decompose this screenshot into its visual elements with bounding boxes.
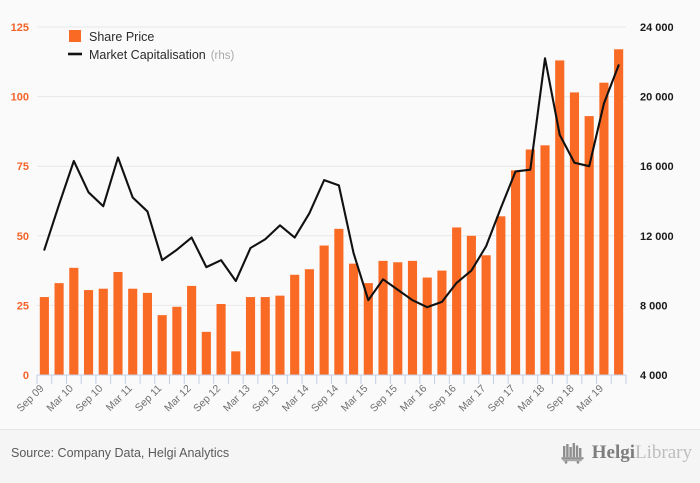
bar-share-price xyxy=(363,283,373,375)
bar-share-price xyxy=(172,306,182,375)
bar-share-price xyxy=(466,235,476,375)
x-axis-tick-label: Mar 16 xyxy=(398,383,430,415)
legend-label-share-price: Share Price xyxy=(89,30,154,44)
logo-word-library: Library xyxy=(635,442,692,463)
y-axis-right-tick: 4 000 xyxy=(640,370,668,382)
x-axis-tick-label: Mar 12 xyxy=(162,383,194,415)
y-axis-right-tick: 24 000 xyxy=(640,22,674,34)
bar-share-price xyxy=(142,292,152,375)
legend-label-market-cap-rhs: (rhs) xyxy=(211,50,235,62)
bar-share-price xyxy=(128,288,138,375)
bar-share-price xyxy=(555,60,565,375)
x-axis-tick-label: Sep 12 xyxy=(191,383,223,415)
y-axis-right-tick: 12 000 xyxy=(640,231,674,243)
x-axis-tick-label: Sep 11 xyxy=(133,383,165,415)
x-axis-tick-label: Mar 11 xyxy=(104,383,135,414)
logo-wordmark: HelgiLibrary xyxy=(592,442,692,464)
y-axis-left-tick: 25 xyxy=(17,300,29,312)
bar-share-price xyxy=(69,267,79,375)
bar-share-price xyxy=(540,145,550,375)
bar-share-price xyxy=(275,295,285,375)
bar-share-price xyxy=(187,285,197,375)
bar-share-price xyxy=(39,297,49,375)
bar-share-price xyxy=(113,271,123,375)
x-axis-tick-label: Mar 10 xyxy=(44,383,76,415)
bar-share-price xyxy=(304,269,314,375)
bar-share-price xyxy=(525,149,535,375)
y-axis-right-tick: 8 000 xyxy=(640,300,668,312)
bar-share-price xyxy=(231,351,241,375)
x-axis-tick-label: Sep 09 xyxy=(14,383,46,415)
bar-share-price xyxy=(422,277,432,375)
x-axis-tick-label: Sep 16 xyxy=(427,383,459,415)
bar-share-price xyxy=(245,297,256,375)
y-axis-left-tick: 75 xyxy=(17,161,29,173)
bar-share-price xyxy=(54,283,64,375)
bar-share-price xyxy=(98,288,108,375)
x-axis-tick-label: Sep 13 xyxy=(250,383,282,415)
bar-share-price xyxy=(437,270,447,375)
library-books-icon xyxy=(561,443,584,464)
bar-share-price xyxy=(201,331,211,375)
x-axis-tick-label: Sep 17 xyxy=(486,383,518,415)
bar-share-price xyxy=(378,260,388,375)
x-axis-tick-label: Mar 17 xyxy=(457,383,489,415)
bar-share-price xyxy=(319,245,329,375)
y-axis-right-tick: 20 000 xyxy=(640,92,674,104)
x-axis-tick-label: Sep 18 xyxy=(545,383,577,415)
bar-share-price xyxy=(452,227,462,375)
source-note: Source: Company Data, Helgi Analytics xyxy=(11,446,230,460)
bar-share-price xyxy=(157,315,167,375)
bar-share-price xyxy=(260,297,270,375)
line-market-capitalisation xyxy=(43,57,620,309)
bar-share-price xyxy=(334,228,344,375)
y-axis-right-tick: 16 000 xyxy=(640,161,674,173)
bar-share-price xyxy=(496,216,506,375)
bar-share-price xyxy=(599,82,609,376)
y-axis-left-tick: 125 xyxy=(11,22,29,34)
x-axis-tick-label: Mar 18 xyxy=(516,383,548,415)
x-axis-tick-label: Mar 19 xyxy=(574,383,606,415)
helgi-library-logo: HelgiLibrary xyxy=(561,442,692,464)
bar-share-price xyxy=(614,49,624,376)
plot-background xyxy=(37,17,626,375)
bar-share-price xyxy=(83,290,94,375)
x-axis-tick-label: Mar 15 xyxy=(339,383,371,415)
bar-share-price xyxy=(511,170,521,375)
bar-share-price xyxy=(290,274,300,375)
bar-share-price xyxy=(216,304,226,375)
bar-share-price xyxy=(393,262,403,375)
logo-word-helgi: Helgi xyxy=(591,442,636,463)
x-axis-tick-label: Sep 10 xyxy=(73,383,105,415)
bar-share-price xyxy=(584,116,594,375)
y-axis-left-tick: 0 xyxy=(23,370,29,382)
bar-share-price xyxy=(481,255,491,375)
x-axis-tick-label: Mar 13 xyxy=(221,383,253,415)
chart-footer: Source: Company Data, Helgi Analytics He… xyxy=(0,429,700,483)
x-axis-tick-label: Sep 14 xyxy=(309,383,341,415)
legend-swatch-share-price xyxy=(69,30,81,42)
legend-label-market-cap: Market Capitalisation xyxy=(89,48,206,62)
x-axis-tick-label: Sep 15 xyxy=(368,383,400,415)
bar-share-price xyxy=(569,92,580,376)
bar-share-price xyxy=(349,263,359,375)
y-axis-left-tick: 100 xyxy=(11,92,29,104)
y-axis-left-tick: 50 xyxy=(17,231,29,243)
bar-share-price xyxy=(407,260,418,375)
x-axis-tick-label: Mar 14 xyxy=(280,383,312,415)
